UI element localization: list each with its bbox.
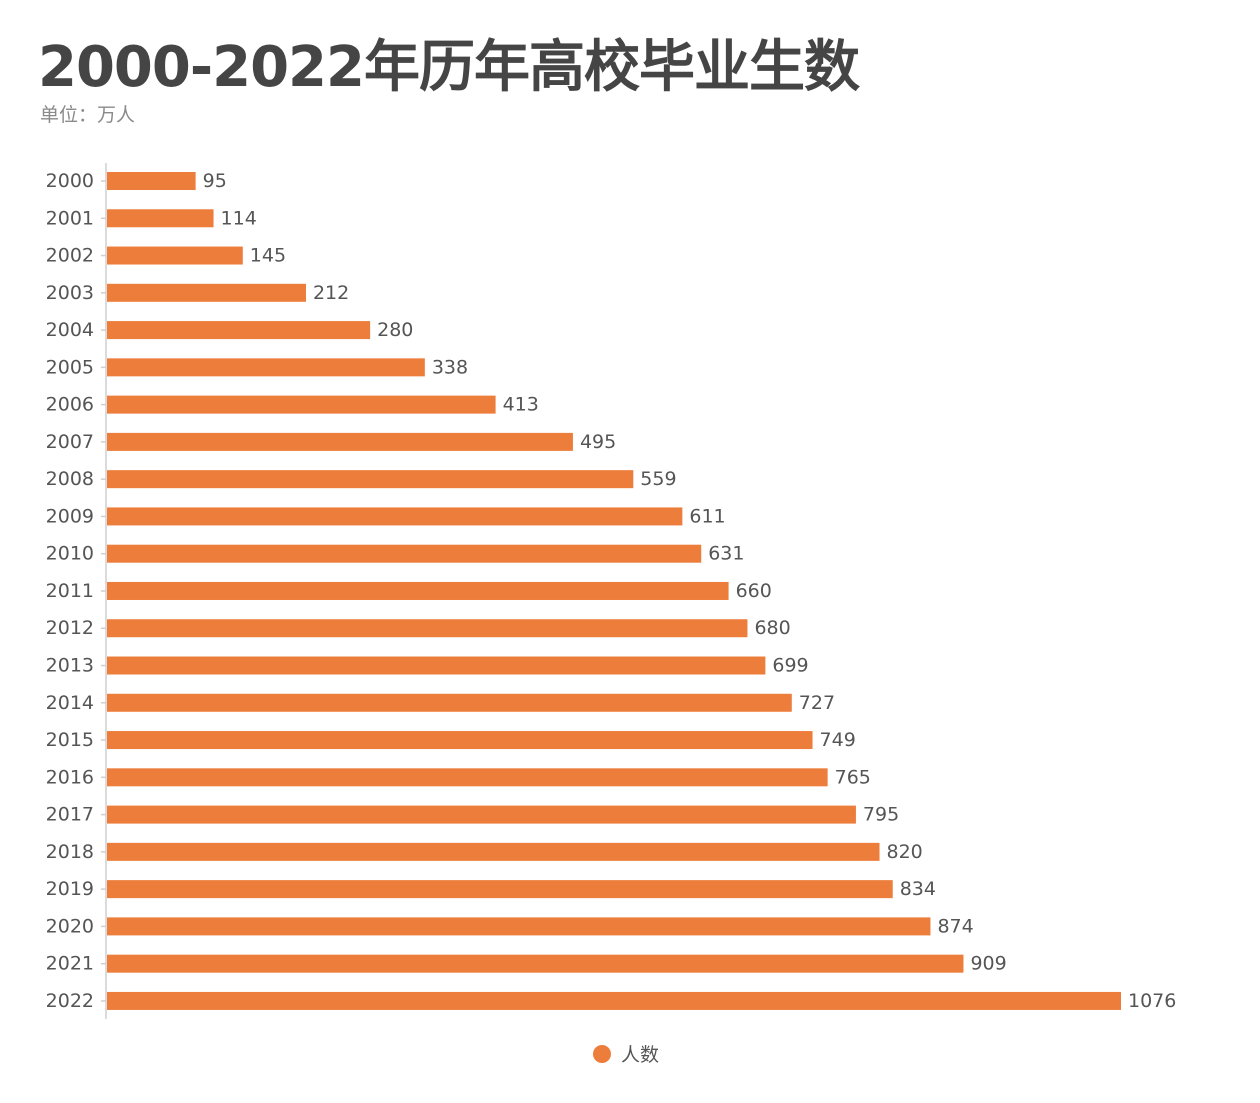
data-label-2005: 338 [432, 356, 468, 378]
bar-2011[interactable] [107, 581, 729, 600]
chart-title: 2000-2022年历年高校毕业生数 [38, 35, 860, 100]
bar-2008[interactable] [107, 470, 634, 489]
y-tick-label: 2003 [46, 282, 94, 304]
data-label-2021: 909 [970, 953, 1006, 975]
bar-2009[interactable] [107, 507, 683, 526]
y-tick-label: 2019 [46, 878, 94, 900]
data-label-2000: 95 [203, 170, 227, 192]
bar-2021[interactable] [107, 954, 964, 973]
bar-2022[interactable] [107, 991, 1121, 1010]
legend-label: 人数 [621, 1044, 660, 1066]
y-tick-label: 2013 [46, 655, 94, 677]
bar-2001[interactable] [107, 209, 214, 228]
data-label-2022: 1076 [1128, 990, 1176, 1012]
y-tick-label: 2018 [46, 841, 94, 863]
y-tick-label: 2005 [46, 356, 94, 378]
chart-subtitle: 单位：万人 [40, 104, 136, 126]
bar-2006[interactable] [107, 395, 496, 414]
data-label-2004: 280 [377, 319, 413, 341]
data-label-2020: 874 [937, 915, 973, 937]
data-label-2014: 727 [799, 692, 835, 714]
data-label-2019: 834 [900, 878, 936, 900]
data-label-2017: 795 [863, 804, 899, 826]
data-label-2010: 631 [708, 543, 744, 565]
y-tick-label: 2001 [46, 207, 94, 229]
y-tick-label: 2015 [46, 729, 94, 751]
data-label-2011: 660 [736, 580, 772, 602]
y-tick-label: 2020 [46, 915, 94, 937]
data-label-2007: 495 [580, 431, 616, 453]
data-label-2008: 559 [640, 468, 676, 490]
data-label-2006: 413 [503, 394, 539, 416]
y-tick-label: 2009 [46, 505, 94, 527]
y-tick-label: 2000 [46, 170, 94, 192]
bar-2003[interactable] [107, 283, 306, 302]
legend[interactable]: 人数 [593, 1040, 659, 1067]
bar-2000[interactable] [107, 172, 196, 190]
y-tick-label: 2011 [46, 580, 94, 602]
bar-2017[interactable] [107, 805, 856, 824]
y-tick-label: 2016 [46, 766, 94, 788]
bar-2015[interactable] [107, 731, 813, 750]
y-tick-label: 2006 [46, 394, 94, 416]
y-tick-label: 2002 [46, 245, 94, 267]
data-label-2012: 680 [754, 617, 790, 639]
bar-2004[interactable] [107, 321, 371, 340]
bar-2020[interactable] [107, 917, 931, 936]
y-tick-label: 2007 [46, 431, 94, 453]
data-label-2003: 212 [313, 282, 349, 304]
bar-2018[interactable] [107, 842, 880, 861]
bar-2016[interactable] [107, 768, 828, 787]
data-label-2013: 699 [772, 655, 808, 677]
y-tick-label: 2010 [46, 543, 94, 565]
data-label-2001: 114 [221, 207, 257, 229]
bar-2014[interactable] [107, 693, 792, 712]
bar-2010[interactable] [107, 544, 702, 563]
y-tick-label: 2014 [46, 692, 94, 714]
y-tick-label: 2017 [46, 804, 94, 826]
data-label-2002: 145 [250, 245, 286, 267]
bar-2012[interactable] [107, 619, 748, 638]
bar-2013[interactable] [107, 656, 766, 675]
legend-marker-icon [593, 1044, 611, 1063]
y-tick-label: 2008 [46, 468, 94, 490]
y-tick-label: 2012 [46, 617, 94, 639]
data-label-2015: 749 [820, 729, 856, 751]
data-label-2016: 765 [835, 766, 871, 788]
bar-2019[interactable] [107, 880, 893, 899]
bar-2002[interactable] [107, 246, 243, 265]
y-tick-label: 2004 [46, 319, 94, 341]
bar-2005[interactable] [107, 358, 425, 377]
y-tick-label: 2021 [46, 953, 94, 975]
bar-2007[interactable] [107, 432, 573, 451]
data-label-2018: 820 [887, 841, 923, 863]
y-tick-label: 2022 [46, 990, 94, 1012]
data-label-2009: 611 [689, 505, 725, 527]
